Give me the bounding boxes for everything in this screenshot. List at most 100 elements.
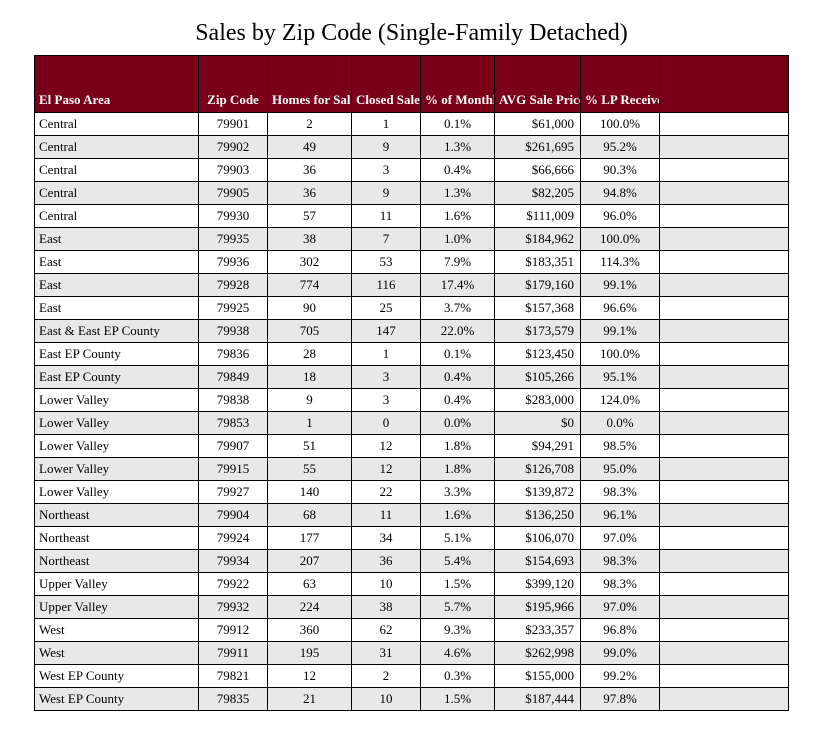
cell-zip: 79930 [199, 205, 268, 228]
cell-lp: 99.0% [581, 642, 660, 665]
cell-closed: 22 [352, 481, 421, 504]
cell-pct: 5.4% [421, 550, 495, 573]
table-row: Northeast79934207365.4%$154,69398.3% [35, 550, 789, 573]
cell-closed: 53 [352, 251, 421, 274]
cell-avg: $61,000 [495, 113, 581, 136]
cell-pct: 17.4% [421, 274, 495, 297]
cell-closed: 12 [352, 458, 421, 481]
cell-closed: 11 [352, 205, 421, 228]
cell-closed: 1 [352, 343, 421, 366]
cell-homes: 2 [268, 113, 352, 136]
cell-zip: 79849 [199, 366, 268, 389]
table-row: Upper Valley7992263101.5%$399,12098.3% [35, 573, 789, 596]
cell-empty [660, 596, 789, 619]
cell-avg: $261,695 [495, 136, 581, 159]
cell-avg: $183,351 [495, 251, 581, 274]
col-avg-header: AVG Sale Price [495, 56, 581, 113]
cell-pct: 9.3% [421, 619, 495, 642]
cell-closed: 3 [352, 389, 421, 412]
cell-pct: 0.1% [421, 343, 495, 366]
cell-zip: 79927 [199, 481, 268, 504]
cell-pct: 1.8% [421, 435, 495, 458]
cell-homes: 36 [268, 182, 352, 205]
cell-closed: 38 [352, 596, 421, 619]
cell-zip: 79835 [199, 688, 268, 711]
cell-area: East EP County [35, 366, 199, 389]
cell-lp: 95.1% [581, 366, 660, 389]
cell-empty [660, 366, 789, 389]
cell-empty [660, 504, 789, 527]
col-closed-header: Closed Sales [352, 56, 421, 113]
cell-pct: 0.1% [421, 113, 495, 136]
table-row: East799353871.0%$184,962100.0% [35, 228, 789, 251]
table-row: Lower Valley7990751121.8%$94,29198.5% [35, 435, 789, 458]
table-row: Lower Valley79853100.0%$00.0% [35, 412, 789, 435]
cell-empty [660, 297, 789, 320]
cell-zip: 79836 [199, 343, 268, 366]
cell-area: Central [35, 205, 199, 228]
cell-closed: 10 [352, 573, 421, 596]
cell-empty [660, 320, 789, 343]
cell-closed: 25 [352, 297, 421, 320]
table-row: Central7993057111.6%$111,00996.0% [35, 205, 789, 228]
cell-zip: 79904 [199, 504, 268, 527]
table-row: Central79901210.1%$61,000100.0% [35, 113, 789, 136]
table-body: Central79901210.1%$61,000100.0%Central79… [35, 113, 789, 711]
cell-area: Upper Valley [35, 596, 199, 619]
cell-pct: 22.0% [421, 320, 495, 343]
table-row: Northeast7990468111.6%$136,25096.1% [35, 504, 789, 527]
cell-empty [660, 343, 789, 366]
cell-lp: 124.0% [581, 389, 660, 412]
cell-pct: 3.7% [421, 297, 495, 320]
cell-homes: 68 [268, 504, 352, 527]
cell-empty [660, 228, 789, 251]
cell-lp: 95.0% [581, 458, 660, 481]
table-row: Central799024991.3%$261,69595.2% [35, 136, 789, 159]
cell-lp: 90.3% [581, 159, 660, 182]
cell-pct: 0.4% [421, 366, 495, 389]
cell-avg: $195,966 [495, 596, 581, 619]
cell-area: West [35, 619, 199, 642]
cell-closed: 7 [352, 228, 421, 251]
cell-zip: 79925 [199, 297, 268, 320]
cell-avg: $106,070 [495, 527, 581, 550]
cell-empty [660, 619, 789, 642]
cell-closed: 0 [352, 412, 421, 435]
cell-zip: 79905 [199, 182, 268, 205]
cell-avg: $66,666 [495, 159, 581, 182]
cell-homes: 18 [268, 366, 352, 389]
cell-lp: 99.2% [581, 665, 660, 688]
table-row: East & East EP County7993870514722.0%$17… [35, 320, 789, 343]
cell-area: Northeast [35, 527, 199, 550]
table-row: East79936302537.9%$183,351114.3% [35, 251, 789, 274]
cell-area: East EP County [35, 343, 199, 366]
cell-empty [660, 527, 789, 550]
cell-homes: 63 [268, 573, 352, 596]
cell-zip: 79932 [199, 596, 268, 619]
cell-zip: 79903 [199, 159, 268, 182]
cell-zip: 79901 [199, 113, 268, 136]
cell-pct: 0.4% [421, 159, 495, 182]
cell-closed: 116 [352, 274, 421, 297]
cell-avg: $399,120 [495, 573, 581, 596]
cell-area: Lower Valley [35, 412, 199, 435]
cell-zip: 79938 [199, 320, 268, 343]
cell-area: Lower Valley [35, 458, 199, 481]
cell-closed: 12 [352, 435, 421, 458]
cell-homes: 9 [268, 389, 352, 412]
cell-lp: 98.5% [581, 435, 660, 458]
table-row: Lower Valley7991555121.8%$126,70895.0% [35, 458, 789, 481]
cell-homes: 1 [268, 412, 352, 435]
cell-empty [660, 573, 789, 596]
cell-empty [660, 159, 789, 182]
cell-closed: 36 [352, 550, 421, 573]
cell-homes: 55 [268, 458, 352, 481]
cell-zip: 79922 [199, 573, 268, 596]
cell-pct: 5.1% [421, 527, 495, 550]
cell-homes: 774 [268, 274, 352, 297]
cell-pct: 0.4% [421, 389, 495, 412]
col-zip-header: Zip Code [199, 56, 268, 113]
cell-homes: 207 [268, 550, 352, 573]
table-row: Upper Valley79932224385.7%$195,96697.0% [35, 596, 789, 619]
cell-empty [660, 665, 789, 688]
